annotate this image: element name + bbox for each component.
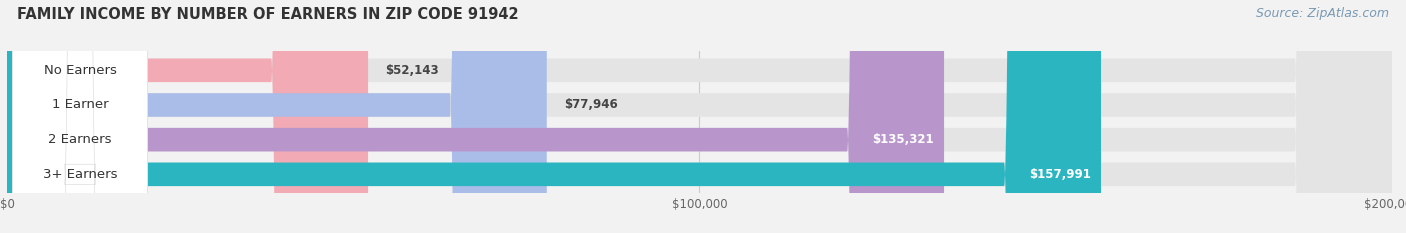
FancyBboxPatch shape <box>7 0 943 233</box>
FancyBboxPatch shape <box>7 0 368 233</box>
FancyBboxPatch shape <box>7 0 1392 233</box>
FancyBboxPatch shape <box>7 0 1392 233</box>
FancyBboxPatch shape <box>13 0 148 233</box>
Text: Source: ZipAtlas.com: Source: ZipAtlas.com <box>1256 7 1389 20</box>
Text: $77,946: $77,946 <box>564 99 617 112</box>
FancyBboxPatch shape <box>7 0 1392 233</box>
FancyBboxPatch shape <box>13 0 148 233</box>
Text: $52,143: $52,143 <box>385 64 439 77</box>
Text: $135,321: $135,321 <box>872 133 934 146</box>
Text: 1 Earner: 1 Earner <box>52 99 108 112</box>
Text: No Earners: No Earners <box>44 64 117 77</box>
FancyBboxPatch shape <box>13 0 148 233</box>
FancyBboxPatch shape <box>13 0 148 233</box>
Text: $157,991: $157,991 <box>1029 168 1091 181</box>
Text: 2 Earners: 2 Earners <box>48 133 112 146</box>
Text: 3+ Earners: 3+ Earners <box>42 168 117 181</box>
FancyBboxPatch shape <box>7 0 1392 233</box>
FancyBboxPatch shape <box>7 0 547 233</box>
Text: FAMILY INCOME BY NUMBER OF EARNERS IN ZIP CODE 91942: FAMILY INCOME BY NUMBER OF EARNERS IN ZI… <box>17 7 519 22</box>
FancyBboxPatch shape <box>7 0 1101 233</box>
